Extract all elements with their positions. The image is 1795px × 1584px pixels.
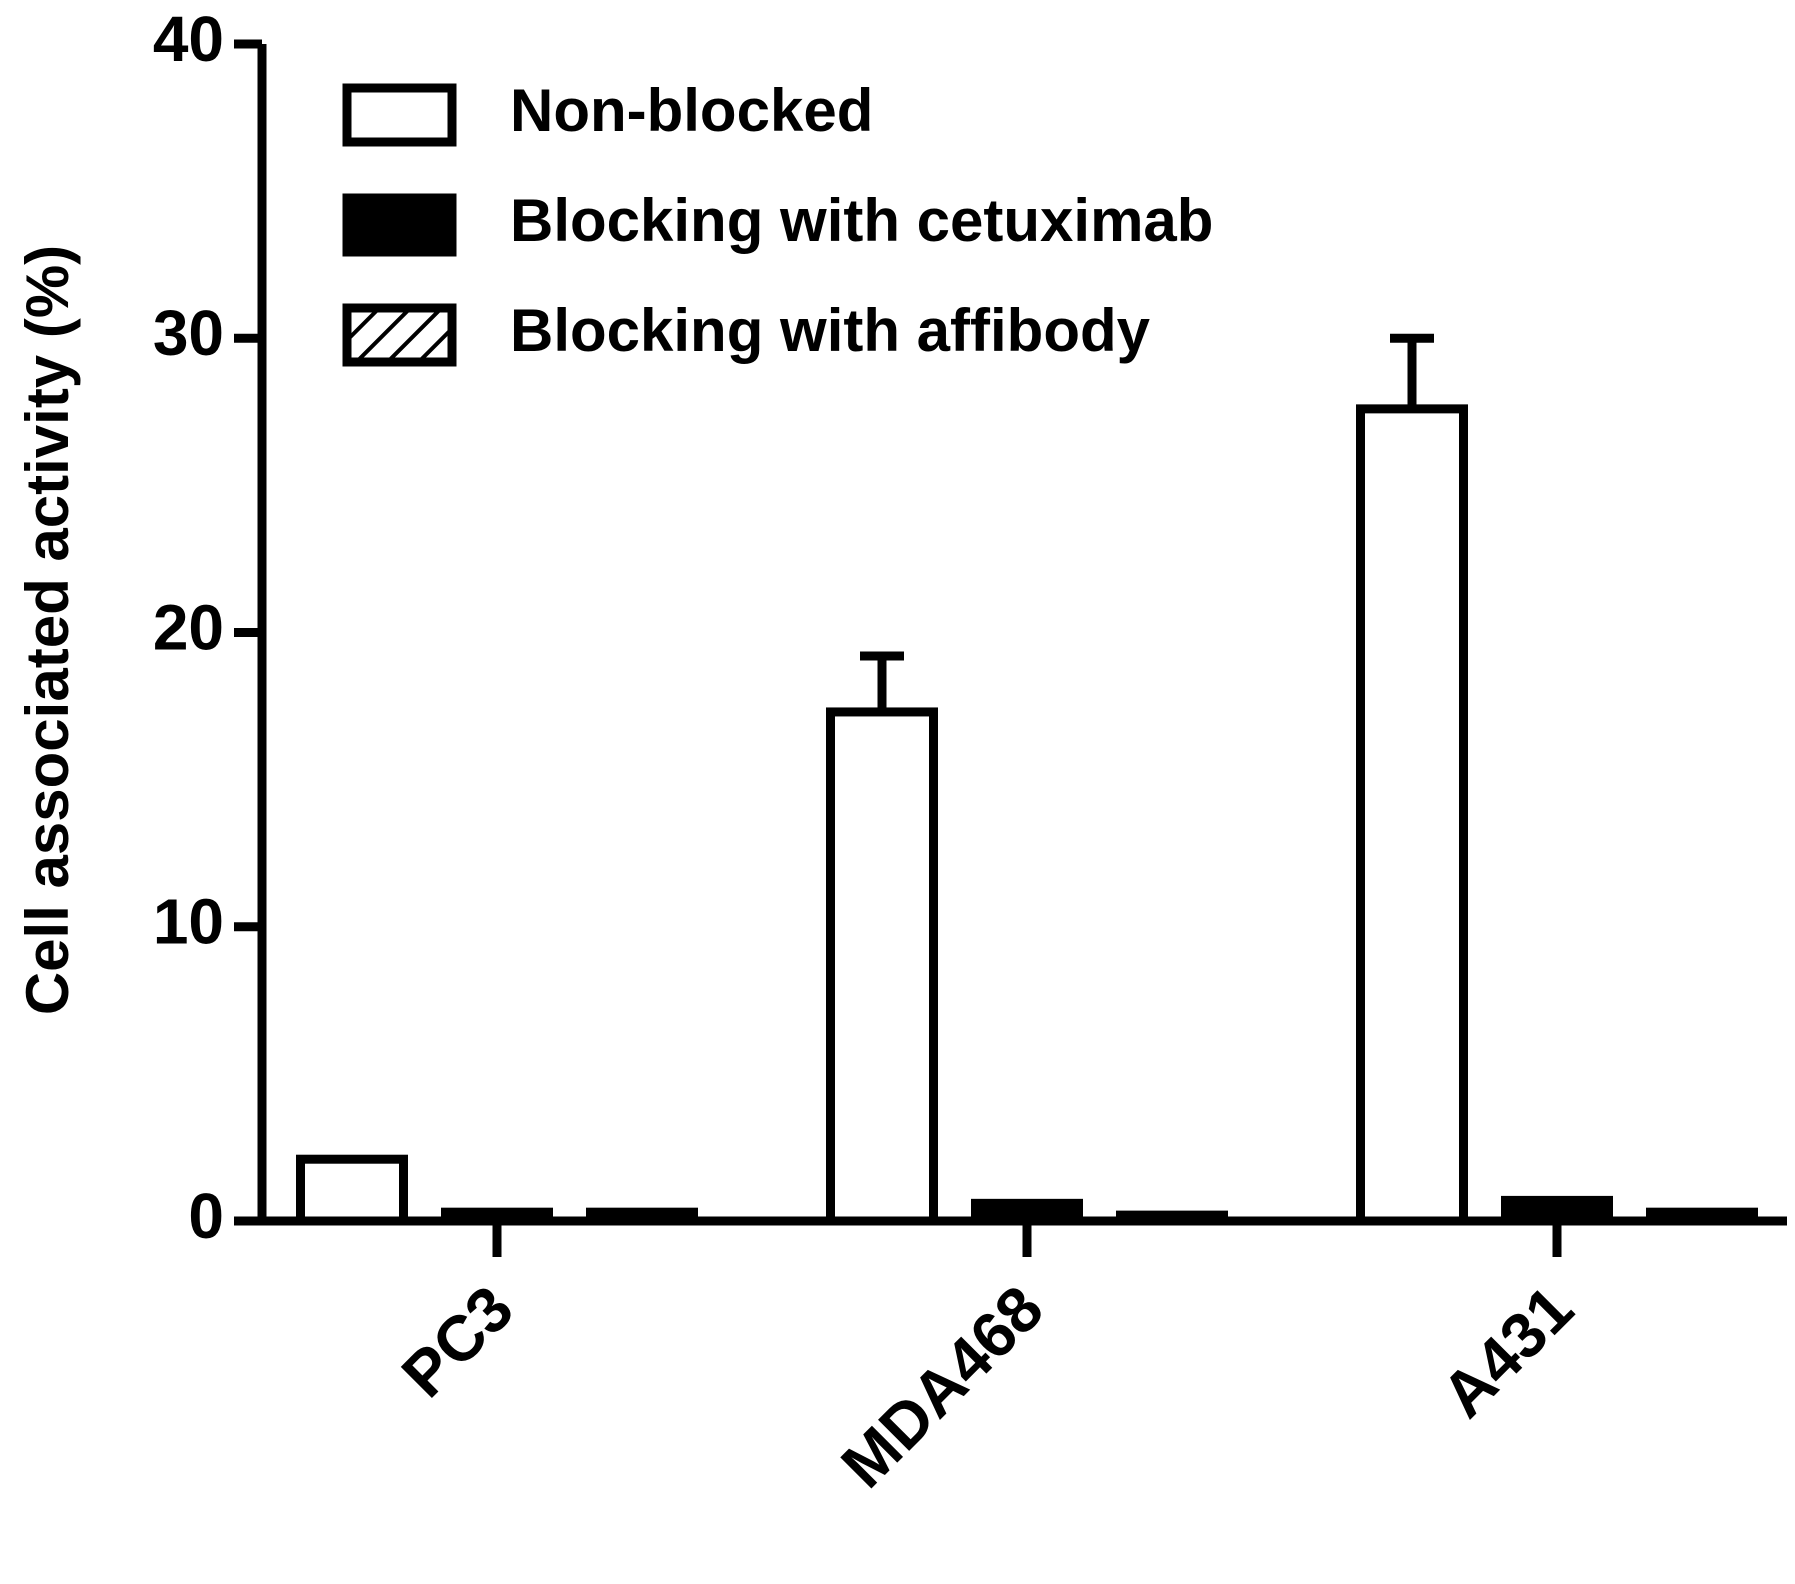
y-tick-label: 20: [153, 591, 224, 663]
bar: [1116, 1210, 1228, 1226]
bar: [971, 1198, 1083, 1226]
bar: [826, 707, 938, 1226]
x-tick-label: A431: [1428, 1272, 1587, 1431]
x-tick-label: MDA468: [827, 1272, 1056, 1501]
bar: [1501, 1195, 1613, 1226]
y-tick-label: 0: [188, 1180, 224, 1252]
y-tick-label: 30: [153, 297, 224, 369]
bar: [586, 1207, 698, 1226]
legend-swatch: [342, 303, 457, 367]
y-tick-label: 40: [153, 3, 224, 75]
y-axis-title: Cell associated activity (%): [14, 245, 81, 1015]
bar: [1356, 404, 1468, 1226]
legend-label: Non-blocked: [510, 77, 873, 144]
legend-label: Blocking with affibody: [510, 297, 1151, 364]
legend-swatch: [342, 193, 457, 257]
bar: [441, 1207, 553, 1226]
bar: [1646, 1207, 1758, 1226]
bar: [296, 1154, 408, 1226]
x-tick-label: PC3: [388, 1272, 527, 1411]
y-tick-label: 10: [153, 886, 224, 958]
legend-label: Blocking with cetuximab: [510, 187, 1213, 254]
legend-swatch: [342, 83, 457, 147]
error-bar: [1390, 333, 1434, 409]
error-bar: [860, 651, 904, 712]
